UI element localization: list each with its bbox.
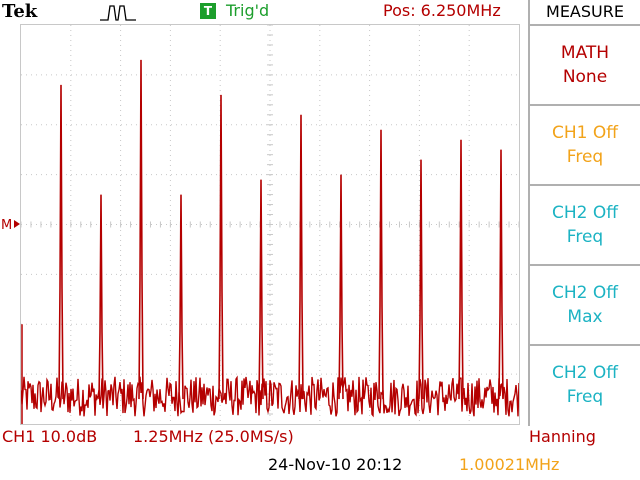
menu-title: MEASURE bbox=[530, 0, 640, 26]
trigger-status: Trig'd bbox=[226, 1, 270, 20]
trigger-frequency: 1.00021MHz bbox=[459, 455, 560, 474]
spectrum-plot bbox=[21, 25, 519, 424]
date-time: 24-Nov-10 20:12 bbox=[268, 455, 403, 474]
spectral-peak bbox=[258, 179, 264, 400]
math-reference-marker-label: M bbox=[1, 218, 12, 232]
measure-type: Freq bbox=[566, 147, 604, 167]
readout-bar: CH1 10.0dB 1.25MHz (25.0MS/s) Hanning 24… bbox=[0, 426, 640, 480]
spectral-peak bbox=[498, 149, 504, 400]
acquisition-pulse-icon bbox=[100, 5, 136, 21]
measure-source: MATH bbox=[560, 43, 610, 63]
measure-slot-4[interactable]: CH2 Off Max bbox=[530, 266, 640, 346]
spectral-peak bbox=[178, 194, 184, 400]
measure-slot-2[interactable]: CH1 Off Freq bbox=[530, 106, 640, 186]
spectral-peak bbox=[378, 129, 384, 400]
spectral-peak bbox=[298, 114, 304, 400]
window-type: Hanning bbox=[529, 427, 596, 446]
measure-type: Max bbox=[567, 307, 603, 327]
spectrum-display[interactable] bbox=[20, 24, 520, 425]
spectral-peak bbox=[458, 139, 464, 400]
spectral-peak bbox=[98, 194, 104, 400]
measure-source: CH1 Off bbox=[552, 123, 618, 143]
channel-scale: CH1 10.0dB bbox=[2, 427, 98, 446]
measure-source: CH2 Off bbox=[552, 363, 618, 383]
measure-source: CH2 Off bbox=[552, 203, 618, 223]
spectral-peak bbox=[338, 174, 344, 400]
measure-slot-3[interactable]: CH2 Off Freq bbox=[530, 186, 640, 266]
measure-type: Freq bbox=[566, 227, 604, 247]
measure-slot-5[interactable]: CH2 Off Freq bbox=[530, 346, 640, 424]
spectral-peak bbox=[218, 94, 224, 400]
measure-type: None bbox=[562, 67, 608, 87]
frequency-span: 1.25MHz (25.0MS/s) bbox=[133, 427, 294, 446]
measure-type: Freq bbox=[566, 387, 604, 407]
measure-menu: MEASURE MATH None CH1 Off Freq CH2 Off F… bbox=[528, 0, 640, 426]
status-bar: Tek T Trig'd Pos: 6.250MHz bbox=[0, 0, 528, 24]
measure-slot-1[interactable]: MATH None bbox=[530, 26, 640, 106]
trigger-badge: T bbox=[200, 3, 216, 19]
spectral-peak bbox=[418, 159, 424, 400]
horizontal-position: Pos: 6.250MHz bbox=[383, 1, 501, 20]
brand-logo: Tek bbox=[2, 1, 38, 22]
noise-trace bbox=[21, 375, 519, 418]
spectral-peak bbox=[58, 84, 64, 400]
math-reference-marker-icon: M bbox=[1, 218, 20, 232]
measure-source: CH2 Off bbox=[552, 283, 618, 303]
spectral-peak bbox=[138, 59, 144, 400]
